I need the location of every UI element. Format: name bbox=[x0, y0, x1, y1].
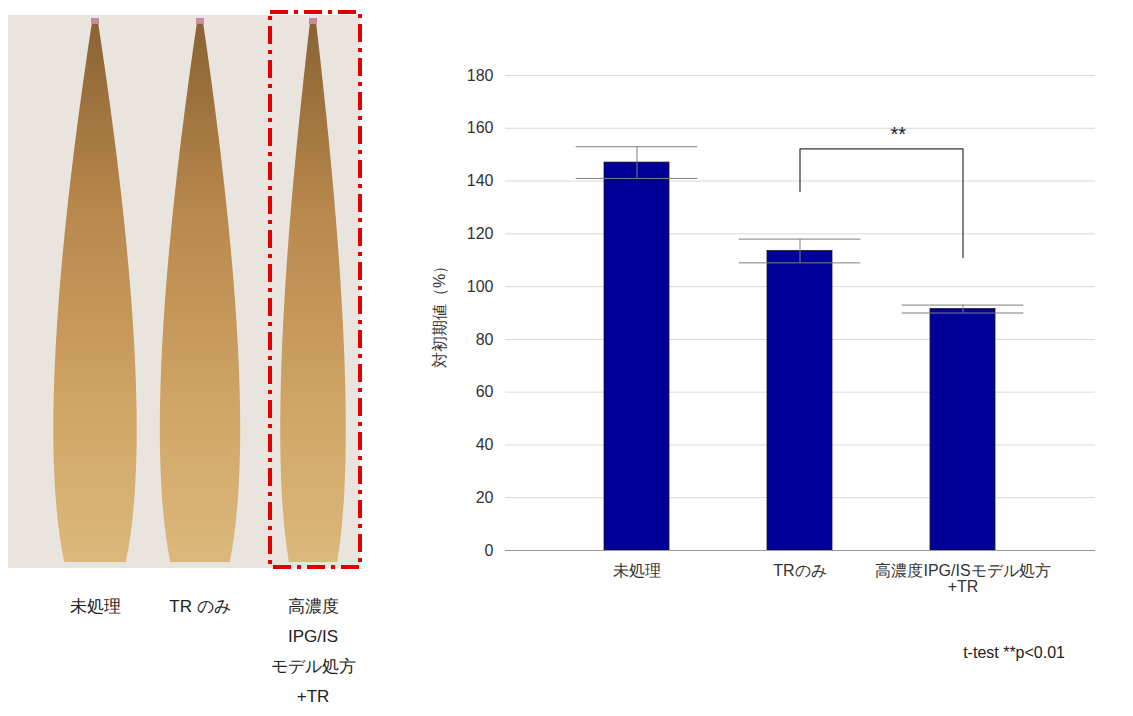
svg-text:180: 180 bbox=[467, 67, 494, 84]
svg-text:140: 140 bbox=[467, 172, 494, 189]
svg-text:TRのみ: TRのみ bbox=[773, 562, 826, 579]
svg-text:60: 60 bbox=[476, 383, 494, 400]
svg-text:未処理: 未処理 bbox=[70, 597, 121, 616]
svg-text:100: 100 bbox=[467, 278, 494, 295]
svg-text:高濃度IPG/ISモデル処方+TR: 高濃度IPG/ISモデル処方+TR bbox=[271, 597, 356, 706]
svg-text:高濃度IPG/ISモデル処方+TR: 高濃度IPG/ISモデル処方+TR bbox=[875, 562, 1050, 595]
svg-text:120: 120 bbox=[467, 225, 494, 242]
svg-text:20: 20 bbox=[476, 489, 494, 506]
svg-text:**: ** bbox=[891, 123, 907, 145]
svg-text:未処理: 未処理 bbox=[613, 562, 661, 579]
svg-text:160: 160 bbox=[467, 119, 494, 136]
svg-text:対初期値（%）: 対初期値（%） bbox=[431, 258, 448, 368]
svg-text:80: 80 bbox=[476, 331, 494, 348]
html-text:t-test **p<0.01: t-test **p<0.01 bbox=[963, 644, 1065, 661]
svg-text:TR のみ: TR のみ bbox=[169, 597, 230, 616]
svg-text:0: 0 bbox=[485, 542, 494, 559]
svg-text:40: 40 bbox=[476, 436, 494, 453]
